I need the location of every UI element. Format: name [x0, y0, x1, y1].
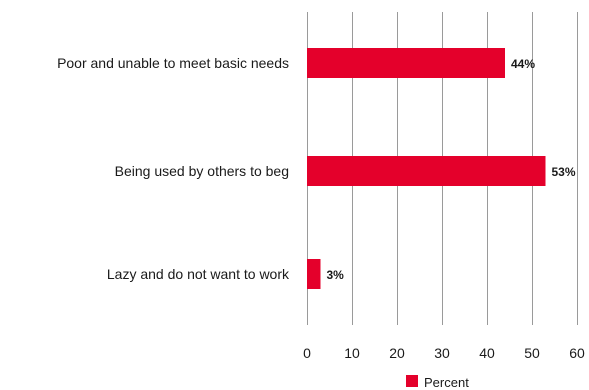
category-label-2: Being used by others to beg	[115, 163, 289, 179]
x-tick-label-10: 10	[344, 345, 360, 361]
legend-label-percent: Percent	[424, 375, 469, 390]
data-labels: 44% 53% 3%	[327, 57, 576, 282]
x-tick-label-0: 0	[303, 345, 311, 361]
legend-swatch-percent	[406, 375, 418, 387]
x-tick-label-30: 30	[434, 345, 450, 361]
category-label-3: Lazy and do not want to work	[107, 266, 290, 282]
data-label-3: 3%	[327, 268, 345, 282]
x-tick-label-40: 40	[479, 345, 495, 361]
x-tick-label-60: 60	[569, 345, 585, 361]
x-axis-tick-labels: 0 10 20 30 40 50 60	[303, 345, 585, 361]
bar-3	[307, 259, 321, 289]
category-labels: Poor and unable to meet basic needs Being…	[57, 55, 290, 282]
data-label-1: 44%	[511, 57, 535, 71]
legend: Percent	[406, 375, 469, 390]
bar-1	[307, 48, 505, 78]
category-label-1: Poor and unable to meet basic needs	[57, 55, 289, 71]
bars	[307, 48, 546, 289]
x-tick-label-20: 20	[389, 345, 405, 361]
x-tick-label-50: 50	[524, 345, 540, 361]
data-label-2: 53%	[552, 165, 576, 179]
bar-2	[307, 156, 546, 186]
